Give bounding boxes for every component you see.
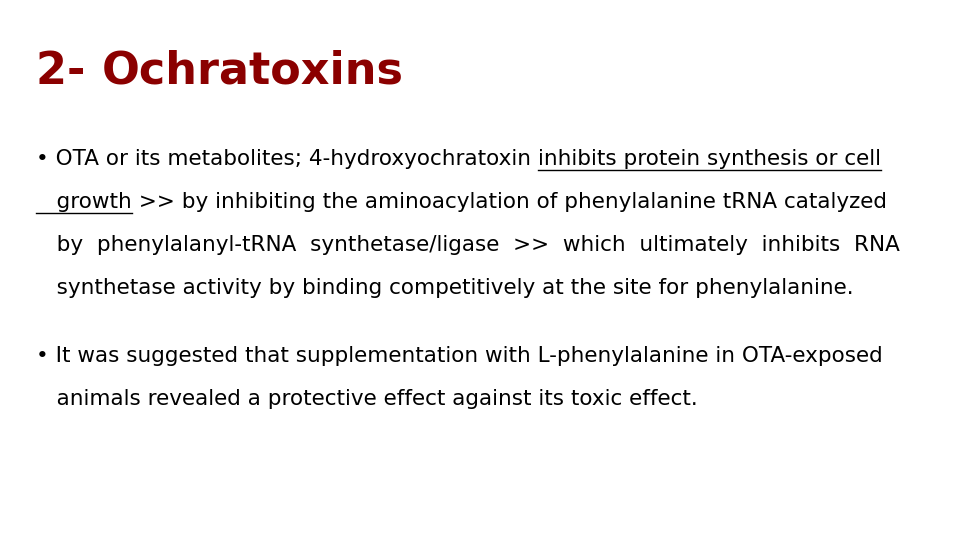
Text: 2-: 2- — [36, 50, 102, 93]
Text: growth: growth — [36, 192, 132, 212]
Text: • OTA or its metabolites; 4-hydroxyochratoxin: • OTA or its metabolites; 4-hydroxyochra… — [36, 148, 539, 168]
Text: inhibits protein synthesis or cell: inhibits protein synthesis or cell — [539, 148, 881, 168]
Text: Ochratoxins: Ochratoxins — [102, 50, 403, 93]
Text: >> by inhibiting the aminoacylation of phenylalanine tRNA catalyzed: >> by inhibiting the aminoacylation of p… — [132, 192, 887, 212]
Text: by  phenylalanyl-tRNA  synthetase/ligase  >>  which  ultimately  inhibits  RNA: by phenylalanyl-tRNA synthetase/ligase >… — [36, 235, 900, 255]
Text: synthetase activity by binding competitively at the site for phenylalanine.: synthetase activity by binding competiti… — [36, 278, 854, 298]
Text: • It was suggested that supplementation with L-phenylalanine in OTA-exposed: • It was suggested that supplementation … — [36, 346, 883, 366]
Text: animals revealed a protective effect against its toxic effect.: animals revealed a protective effect aga… — [36, 389, 698, 409]
